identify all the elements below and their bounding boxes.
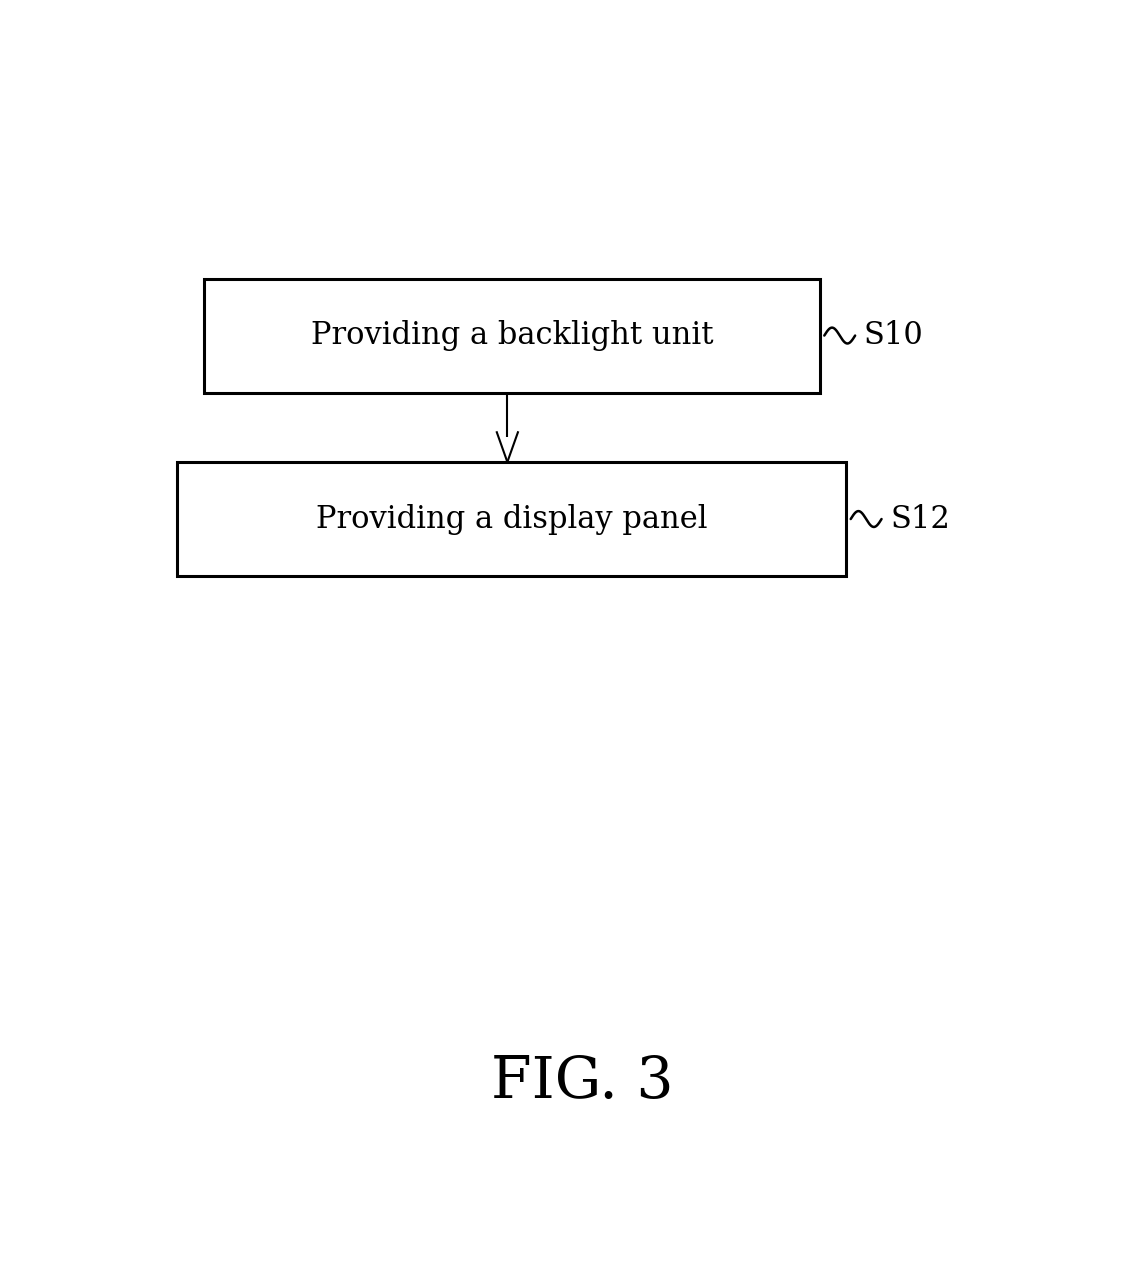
Bar (203, 278, 820, 393)
Bar (177, 462, 846, 576)
Text: FIG. 3: FIG. 3 (491, 1054, 674, 1110)
Text: Providing a backlight unit: Providing a backlight unit (310, 319, 713, 352)
Text: S12: S12 (891, 504, 950, 535)
Text: S10: S10 (864, 319, 924, 352)
Text: Providing a display panel: Providing a display panel (316, 504, 708, 535)
